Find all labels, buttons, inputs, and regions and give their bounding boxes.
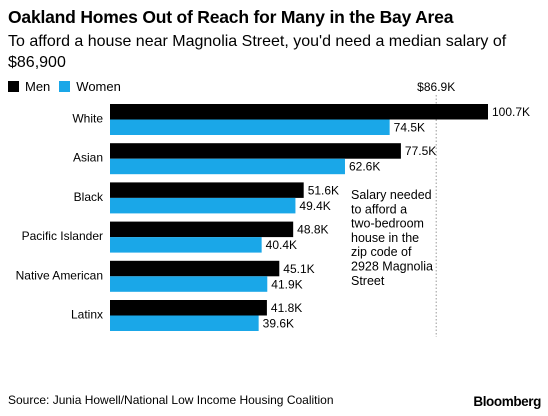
category-label: Latinx (71, 308, 103, 322)
bar-men (110, 300, 267, 316)
bloomberg-logo: Bloomberg (473, 394, 541, 409)
category-label: Black (74, 190, 104, 204)
data-label-women: 62.6K (349, 160, 380, 174)
category-label: White (72, 112, 103, 126)
legend: Men Women (8, 79, 130, 94)
bar-men (110, 143, 401, 159)
data-label-women: 49.4K (299, 199, 330, 213)
bar-men (110, 104, 488, 120)
legend-item-men: Men (8, 79, 50, 94)
category-label: Native American (16, 268, 103, 282)
legend-swatch-women (59, 81, 71, 92)
legend-item-women: Women (59, 79, 121, 94)
data-label-men: 41.8K (271, 301, 302, 315)
data-label-men: 48.8K (297, 223, 328, 237)
chart-subtitle: To afford a house near Magnolia Street, … (8, 33, 507, 71)
data-label-women: 39.6K (263, 317, 294, 331)
bar-men (110, 260, 280, 277)
bar-men (110, 221, 294, 238)
data-label-women: 41.9K (271, 277, 302, 291)
legend-swatch-men (8, 81, 19, 92)
data-label-men: 77.5K (405, 144, 436, 158)
data-label-men: 100.7K (492, 105, 530, 119)
bar-women (110, 197, 296, 214)
source-note: Source: Junia Howell/National Low Income… (8, 393, 334, 407)
category-label: Pacific Islander (22, 229, 103, 243)
bar-women (110, 119, 390, 135)
bar-men (110, 182, 304, 198)
annotation: Salary needed to afford a two-bedroom house… (351, 188, 433, 288)
bar-women (110, 276, 268, 292)
data-label-women: 74.5K (394, 121, 425, 135)
data-label-men: 45.1K (283, 262, 314, 276)
data-label-women: 40.4K (266, 238, 297, 252)
bar-women (110, 237, 262, 253)
category-label: Asian (73, 151, 103, 165)
reference-line-label: $86.9K (417, 80, 455, 94)
bar-women (110, 315, 259, 331)
chart-title: Oakland Homes Out of Reach for Many in t… (8, 7, 454, 27)
bar-women (110, 158, 345, 175)
data-label-men: 51.6K (308, 183, 339, 197)
legend-label-women: Women (76, 79, 121, 94)
legend-label-men: Men (25, 79, 51, 94)
